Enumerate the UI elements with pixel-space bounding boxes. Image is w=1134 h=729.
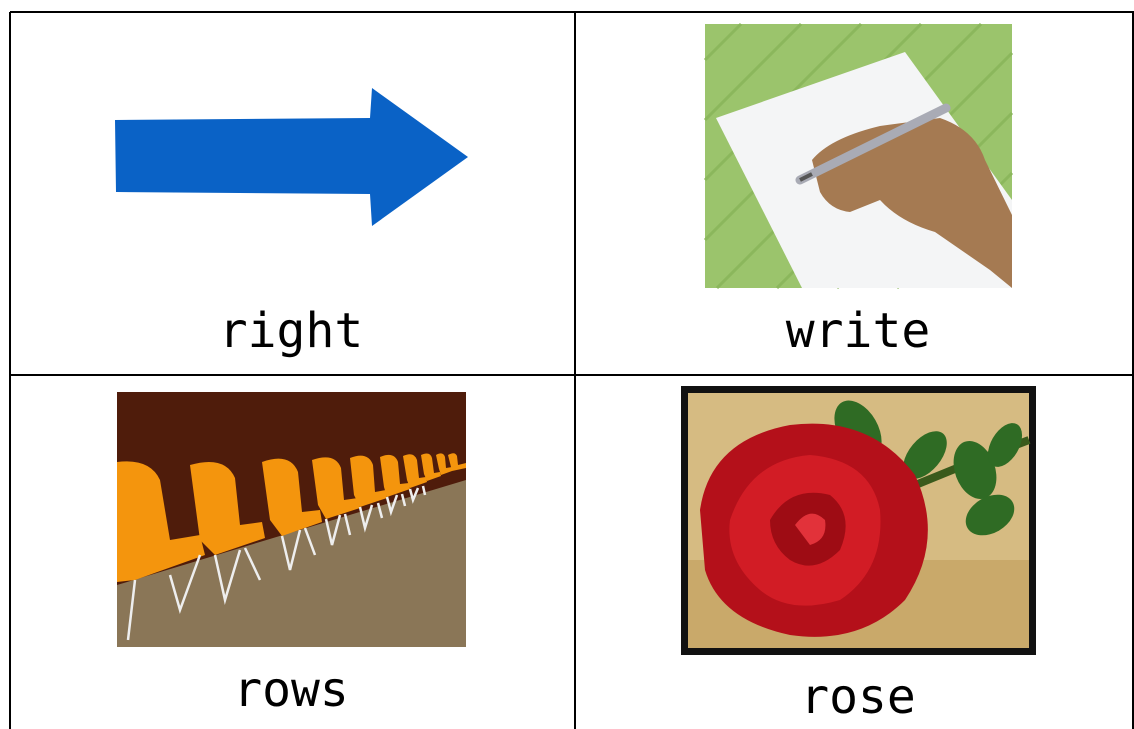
card-label: rows [233, 662, 349, 718]
card-label: write [786, 303, 931, 359]
card-grid [9, 11, 1134, 729]
rose-picture [681, 386, 1036, 655]
writing-picture [703, 22, 1014, 290]
arrow-picture [115, 88, 468, 226]
card-label: rose [800, 669, 916, 725]
card-label: right [219, 303, 364, 359]
rows-picture [117, 392, 466, 647]
